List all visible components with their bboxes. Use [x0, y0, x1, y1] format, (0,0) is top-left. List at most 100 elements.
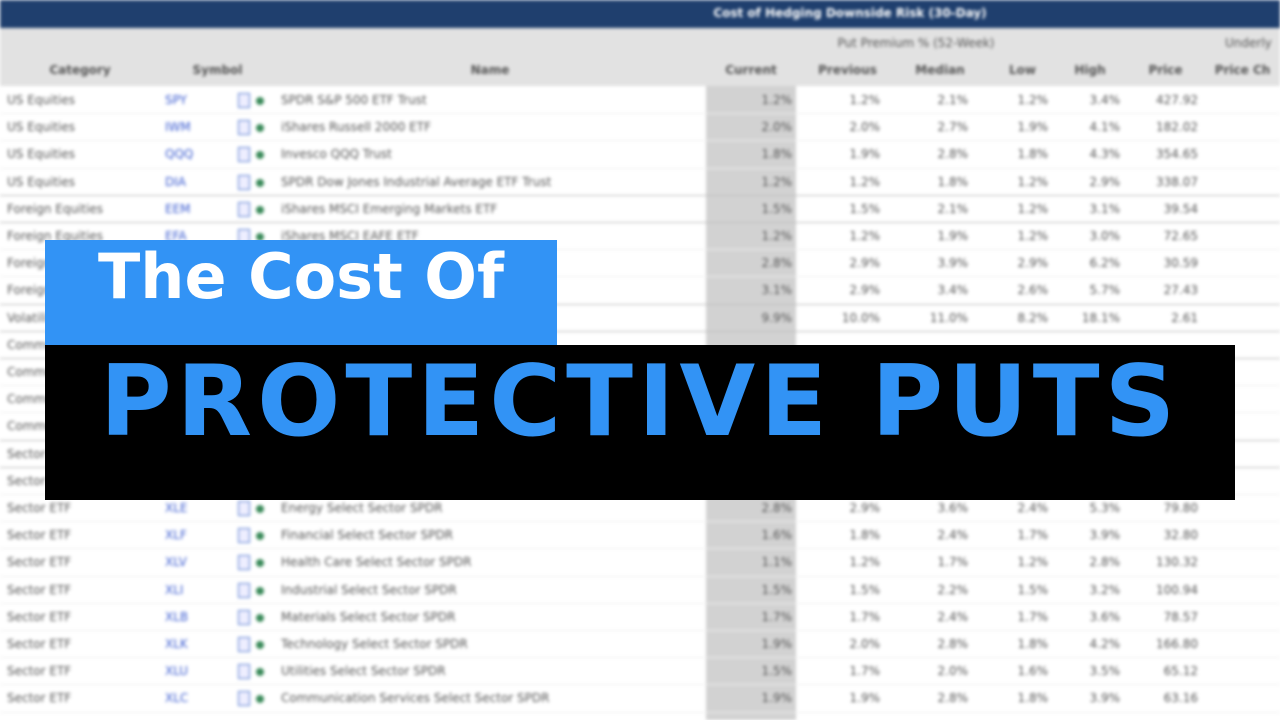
doc-icon	[238, 93, 250, 108]
cell: 2.9%	[849, 283, 881, 298]
symbol: XLC	[165, 691, 189, 706]
cell: US Equities	[7, 147, 76, 162]
symbol: XLF	[165, 528, 187, 543]
symbol: XLB	[165, 609, 189, 624]
headline: PROTECTIVE PUTS	[99, 345, 1181, 459]
symbol: XLU	[165, 664, 189, 679]
cell: 1.5%	[761, 664, 793, 679]
cell: iShares Russell 2000 ETF	[281, 120, 431, 135]
headline-intro: The Cost Of	[98, 240, 504, 313]
cell: 1.9%	[1017, 120, 1049, 135]
cell: Sector ETF	[7, 664, 72, 679]
column-header: Previous	[818, 63, 877, 77]
status-icon	[256, 559, 264, 568]
cell: 9.9%	[761, 310, 793, 325]
cell: 1.7%	[761, 609, 793, 624]
cell: 3.9%	[937, 256, 969, 271]
symbol: EFA	[165, 229, 187, 243]
cell: Communication Services Select Sector SPD…	[281, 691, 550, 706]
row-line	[0, 167, 1280, 169]
cell: 3.9%	[1089, 691, 1121, 706]
cell: 1.9%	[849, 147, 881, 162]
cell: SPDR Dow Jones Industrial Average ETF Tr…	[281, 174, 552, 189]
cell: 3.1%	[1089, 201, 1121, 216]
row-line	[0, 303, 1280, 305]
cell: 3.9%	[1089, 528, 1121, 543]
cell: 30.59	[1163, 256, 1198, 271]
symbol: XLI	[165, 582, 184, 597]
cell: 3.2%	[1089, 582, 1121, 597]
cell: Sector ETF	[7, 501, 72, 515]
cell: 4.2%	[1089, 637, 1121, 651]
row-line	[0, 276, 1280, 278]
cell: 2.4%	[1017, 501, 1049, 515]
cell: 1.2%	[761, 229, 793, 243]
cell: 1.7%	[1017, 528, 1049, 543]
cell: SPDR S&P 500 ETF Trust	[281, 93, 427, 107]
cell: 72.65	[1163, 229, 1198, 243]
cell: 1.9%	[761, 637, 793, 651]
doc-icon	[238, 174, 250, 190]
cell: Sector ETF	[7, 582, 72, 597]
sheet-title: Cost of Hedging Downside Risk (30-Day)	[713, 6, 987, 20]
cell: Materials Select Sector SPDR	[281, 609, 456, 624]
cell: 1.8%	[1017, 147, 1049, 162]
row-line	[0, 630, 1280, 631]
cell: 2.9%	[1017, 256, 1049, 271]
status-icon	[256, 178, 264, 187]
column-header: Price Ch	[1214, 63, 1271, 77]
cell: 1.5%	[849, 201, 881, 216]
cell: 3.1%	[761, 283, 793, 298]
header-bg	[0, 28, 1280, 86]
row-line	[0, 548, 1280, 550]
cell: 1.2%	[1017, 201, 1049, 216]
column-header: Median	[915, 63, 965, 77]
column-header: Name	[470, 63, 510, 77]
cell: 2.9%	[1089, 174, 1121, 189]
status-icon	[256, 586, 264, 595]
cell: 2.7%	[937, 120, 969, 135]
cell: iShares MSCI Emerging Markets ETF	[281, 201, 498, 216]
cell: 1.5%	[761, 582, 793, 597]
cell: Foreign Equities	[7, 229, 104, 243]
cell: 3.5%	[1089, 664, 1121, 679]
symbol: XLK	[165, 637, 188, 651]
row-line	[0, 249, 1280, 251]
cell: Foreign Equities	[7, 201, 104, 216]
cell: 8.2%	[1017, 310, 1049, 325]
cell: 2.1%	[937, 201, 969, 216]
cell: 1.8%	[1017, 691, 1049, 706]
column-header: Symbol	[192, 63, 243, 77]
doc-icon	[238, 637, 250, 652]
cell: Industrial Select Sector SPDR	[281, 582, 457, 597]
cell: 1.8%	[761, 147, 793, 162]
doc-icon	[238, 664, 250, 680]
cell: 3.6%	[1089, 609, 1121, 624]
cell: 1.2%	[761, 93, 793, 107]
cell: 1.2%	[1017, 555, 1049, 570]
cell: 2.6%	[1017, 283, 1049, 298]
symbol: SPY	[165, 93, 187, 107]
cell: 3.4%	[937, 283, 969, 298]
status-icon	[256, 205, 264, 214]
row-line	[0, 330, 1280, 332]
cell: Financial Select Sector SPDR	[281, 528, 454, 543]
cell: 3.0%	[1089, 229, 1121, 243]
doc-icon	[238, 555, 250, 571]
cell: iShares MSCI EAFE ETF	[281, 229, 419, 243]
cell: 2.0%	[761, 120, 793, 135]
cell: 1.5%	[849, 582, 881, 597]
cell: 2.8%	[937, 147, 969, 162]
cell: 2.8%	[1089, 555, 1121, 570]
cell: 1.9%	[937, 229, 969, 243]
status-icon	[256, 613, 264, 622]
cell: 1.6%	[1017, 664, 1049, 679]
symbol: IWM	[165, 120, 191, 135]
cell: 2.0%	[849, 120, 881, 135]
cell: 2.9%	[849, 256, 881, 271]
cell: Sector ETF	[7, 637, 72, 651]
cell: 4.3%	[1089, 147, 1121, 162]
cell: 130.32	[1156, 555, 1198, 570]
cell: 1.1%	[761, 555, 793, 570]
cell: Energy Select Sector SPDR	[281, 501, 443, 515]
